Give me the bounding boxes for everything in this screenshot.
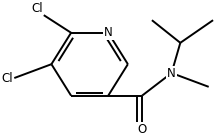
Text: N: N bbox=[104, 26, 113, 39]
Text: Cl: Cl bbox=[31, 2, 43, 15]
Text: O: O bbox=[138, 123, 147, 136]
Text: Cl: Cl bbox=[2, 72, 13, 85]
Text: N: N bbox=[167, 66, 176, 79]
